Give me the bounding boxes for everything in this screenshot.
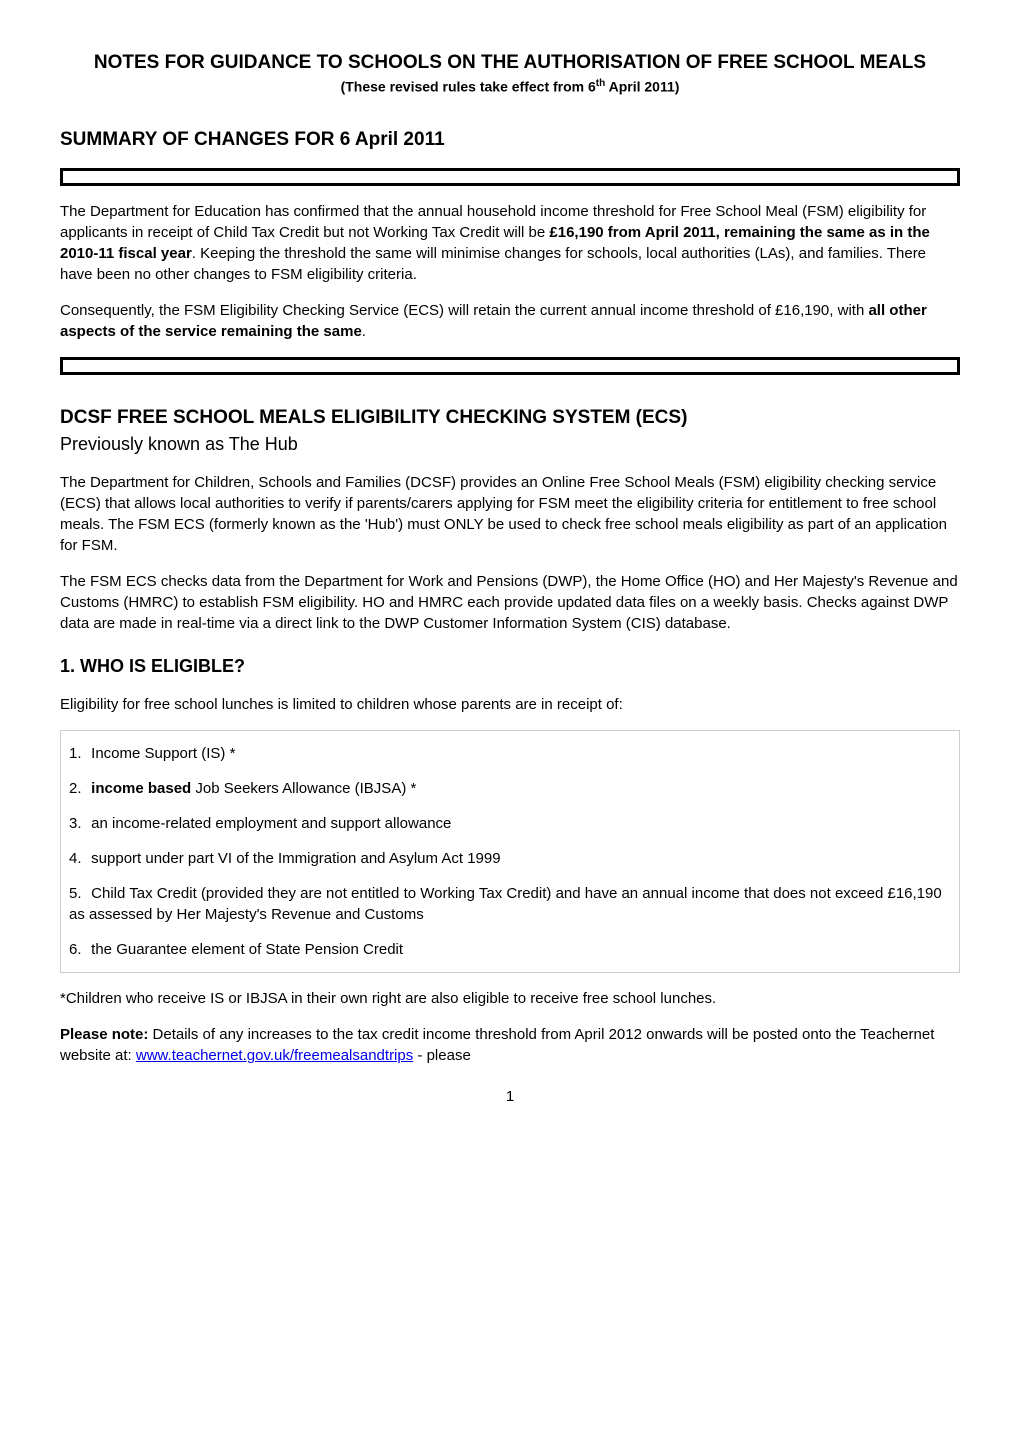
note-text-b: - please — [413, 1047, 471, 1064]
criteria-text: Child Tax Credit (provided they are not … — [69, 885, 942, 923]
criteria-text: the Guarantee element of State Pension C… — [91, 941, 403, 958]
summary-heading: SUMMARY OF CHANGES FOR 6 April 2011 — [60, 127, 960, 154]
criteria-text: Income Support (IS) * — [91, 745, 235, 762]
criteria-text: an income-related employment and support… — [91, 815, 451, 832]
teachernet-link[interactable]: www.teachernet.gov.uk/freemealsandtrips — [136, 1047, 413, 1064]
criteria-item: 2. income based Job Seekers Allowance (I… — [69, 778, 951, 799]
criteria-num: 3. — [69, 813, 87, 834]
criteria-bold: income based — [91, 780, 191, 797]
divider-box-bottom — [60, 357, 960, 375]
criteria-num: 5. — [69, 883, 87, 904]
criteria-num: 1. — [69, 743, 87, 764]
criteria-text: support under part VI of the Immigration… — [91, 850, 500, 867]
summary-paragraph-1: The Department for Education has confirm… — [60, 201, 960, 285]
ecs-paragraph-1: The Department for Children, Schools and… — [60, 472, 960, 556]
ecs-heading: DCSF FREE SCHOOL MEALS ELIGIBILITY CHECK… — [60, 405, 960, 432]
subtitle-pre: (These revised rules take effect from 6 — [341, 78, 596, 94]
please-note-paragraph: Please note: Details of any increases to… — [60, 1024, 960, 1066]
eligible-heading: 1. WHO IS ELIGIBLE? — [60, 654, 960, 679]
criteria-item: 3. an income-related employment and supp… — [69, 813, 951, 834]
criteria-text: income based Job Seekers Allowance (IBJS… — [91, 780, 416, 797]
note-label: Please note: — [60, 1026, 148, 1043]
main-title: NOTES FOR GUIDANCE TO SCHOOLS ON THE AUT… — [60, 50, 960, 77]
ecs-paragraph-2: The FSM ECS checks data from the Departm… — [60, 571, 960, 634]
divider-box-top — [60, 168, 960, 186]
criteria-num: 6. — [69, 939, 87, 960]
ecs-subheading: Previously known as The Hub — [60, 432, 960, 457]
summary-p2-c: . — [362, 323, 366, 340]
criteria-item: 4. support under part VI of the Immigrat… — [69, 848, 951, 869]
document-container: NOTES FOR GUIDANCE TO SCHOOLS ON THE AUT… — [60, 50, 960, 1107]
criteria-item: 1. Income Support (IS) * — [69, 743, 951, 764]
summary-paragraph-2: Consequently, the FSM Eligibility Checki… — [60, 300, 960, 342]
page-number: 1 — [60, 1086, 960, 1107]
footnote-paragraph: *Children who receive IS or IBJSA in the… — [60, 988, 960, 1009]
criteria-item: 6. the Guarantee element of State Pensio… — [69, 939, 951, 960]
eligible-intro: Eligibility for free school lunches is l… — [60, 694, 960, 715]
subtitle-sup: th — [596, 78, 605, 89]
subtitle-post: April 2011) — [605, 78, 679, 94]
criteria-item: 5. Child Tax Credit (provided they are n… — [69, 883, 951, 925]
criteria-num: 4. — [69, 848, 87, 869]
criteria-text-b: Job Seekers Allowance (IBJSA) * — [191, 780, 416, 797]
subtitle: (These revised rules take effect from 6t… — [60, 77, 960, 97]
criteria-num: 2. — [69, 778, 87, 799]
criteria-box: 1. Income Support (IS) * 2. income based… — [60, 730, 960, 973]
summary-p2-a: Consequently, the FSM Eligibility Checki… — [60, 302, 868, 319]
